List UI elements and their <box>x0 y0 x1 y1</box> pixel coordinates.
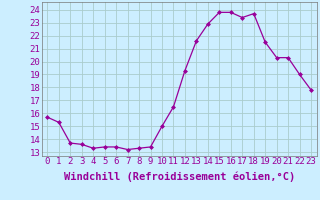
X-axis label: Windchill (Refroidissement éolien,°C): Windchill (Refroidissement éolien,°C) <box>64 172 295 182</box>
